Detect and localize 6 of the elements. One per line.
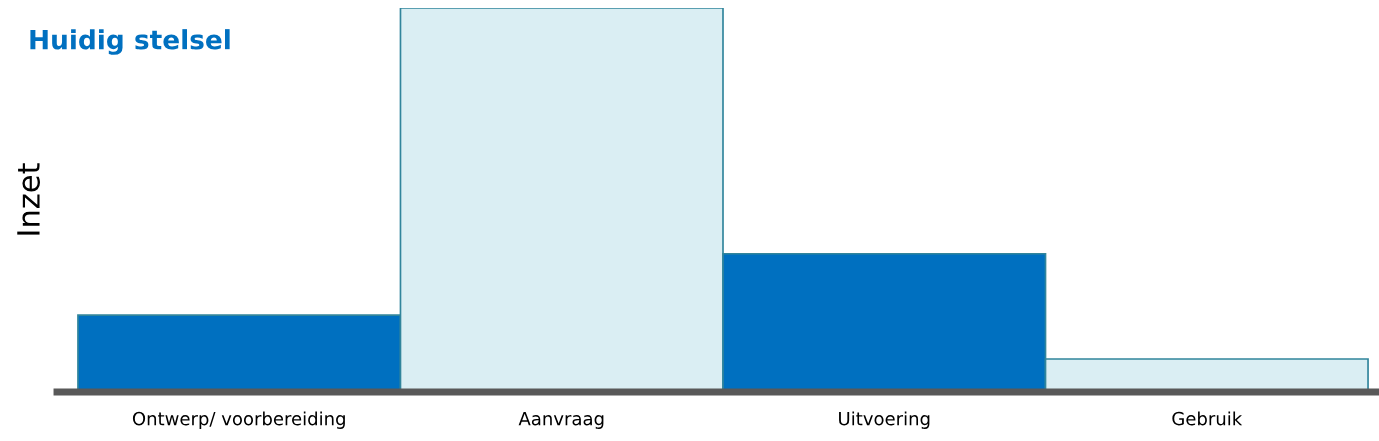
y-axis-title: Inzet bbox=[17, 163, 40, 235]
text: Huidig stelsel bbox=[30, 29, 230, 55]
x-tick-label: Aanvraag bbox=[518, 412, 604, 429]
x-tick-label: Ontwerp/ voorbereiding bbox=[132, 411, 345, 429]
x-tick-label: Gebruik bbox=[1172, 411, 1243, 426]
x-tick-label: Uitvoering bbox=[839, 411, 930, 429]
